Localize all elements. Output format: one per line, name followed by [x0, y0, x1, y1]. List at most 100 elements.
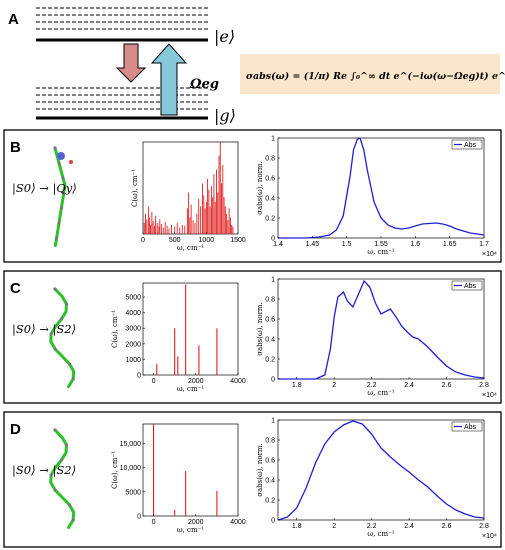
- absorption-chart: 1.8 2 2.2 2.4 2.6 2.8 0 0.2 0.4 0.6 0.8 1 ω, cm⁻¹ ×10…: [256, 277, 497, 400]
- x-tick-label: 4000: [230, 378, 246, 385]
- x-axis-multiplier: ×10⁴: [482, 533, 497, 540]
- atom-node: [71, 518, 75, 522]
- y-tick-label: 5000: [125, 489, 141, 496]
- legend-box: [451, 280, 483, 291]
- equation-box: [240, 54, 500, 94]
- atom-node: [55, 236, 59, 240]
- atom-node: [53, 347, 57, 351]
- spectral-density-chart: 0 500 1000 1500 ω, cm⁻¹ C(ω), cm⁻¹: [131, 141, 246, 252]
- x-axis-label: ω, cm⁻¹: [367, 389, 394, 397]
- transition-frequency-label: Ωeg: [189, 77, 219, 92]
- excited-state-label: |e⟩: [214, 27, 235, 46]
- y-axis-label: σabs(ω), norm.: [256, 302, 264, 356]
- x-tick-label: 1.5: [342, 241, 352, 248]
- spectral-density-chart: 0 2000 4000 0 1000 2000 3000 4000 5000 ω, cm⁻¹ C(ω…: [111, 282, 246, 393]
- chart-frame: [142, 423, 239, 517]
- x-tick-label: 1.6: [410, 241, 420, 248]
- spectral-density-chart: 0 2000 4000 0 5000 10,000 15,000 ω, cm⁻¹ C(ω), c…: [111, 423, 246, 534]
- y-tick-label: 0.4: [265, 478, 275, 485]
- panel-letter: C: [10, 280, 21, 297]
- ground-state-label: |g⟩: [214, 106, 236, 125]
- x-tick-label: 2.4: [404, 382, 414, 389]
- y-axis-label: σabs(ω), norm.: [256, 161, 264, 215]
- atom-node: [53, 146, 57, 150]
- x-tick-label: 0: [152, 378, 156, 385]
- x-tick-label: 2.2: [367, 382, 377, 389]
- x-tick-label: 1.65: [443, 241, 457, 248]
- absorption-line: [278, 279, 485, 380]
- x-tick-label: 500: [169, 237, 181, 244]
- atom-node: [61, 176, 65, 180]
- legend-label: Abs: [464, 142, 477, 149]
- panel-letter: D: [10, 421, 21, 438]
- x-tick-label: 2000: [188, 378, 204, 385]
- chart-frame: [142, 282, 239, 376]
- y-tick-label: 0.8: [265, 438, 275, 445]
- legend: Abs: [451, 139, 483, 150]
- metal-atom: [57, 152, 65, 160]
- absorption-line: [277, 420, 485, 521]
- atom-node: [59, 206, 64, 210]
- y-tick-label: 0.6: [265, 176, 275, 183]
- panel-letter: B: [10, 139, 21, 156]
- molecule-chain: [49, 287, 76, 388]
- y-tick-label: 0: [137, 373, 141, 380]
- x-tick-label: 2.8: [479, 523, 489, 530]
- x-axis-label: ω, cm⁻¹: [367, 248, 394, 256]
- energy-level-diagram: [36, 7, 208, 120]
- molecule-structure-image: [49, 428, 76, 529]
- legend-label: Abs: [464, 424, 477, 431]
- x-tick-label: 2.8: [479, 382, 489, 389]
- atom-node: [49, 332, 53, 336]
- x-tick-label: 1500: [230, 237, 246, 244]
- atom-node: [53, 287, 57, 291]
- x-tick-label: 2.6: [442, 523, 452, 530]
- absorption-arrow: [150, 43, 188, 116]
- panel-b: B |S0⟩ → |Qy⟩ 0 500 1000 1500 ω, cm⁻¹ C(ω), cm⁻…: [3, 129, 502, 263]
- atom-node: [62, 191, 66, 195]
- oxygen-atom: [69, 160, 73, 164]
- panel-c: C |S0⟩ → |S2⟩ 0 2000 4000 0 1000 2000 3000 4000 50…: [3, 270, 502, 404]
- x-axis-label: ω, cm⁻¹: [177, 244, 204, 252]
- y-tick-label: 1: [271, 418, 275, 425]
- atom-node: [57, 161, 61, 165]
- y-tick-label: 0: [271, 518, 275, 525]
- y-tick-label: 3000: [125, 326, 141, 333]
- x-tick-label: 1.55: [374, 241, 388, 248]
- y-tick-label: 4000: [125, 310, 141, 317]
- atom-node: [59, 317, 64, 321]
- chart-frame: [277, 419, 485, 521]
- y-tick-label: 1: [271, 136, 275, 143]
- x-tick-label: 4000: [230, 519, 246, 526]
- x-tick-label: 1.8: [292, 382, 302, 389]
- molecule-structure-image: [49, 287, 76, 388]
- panel-frame: [3, 129, 502, 263]
- panel-a-letter: A: [8, 11, 19, 28]
- atom-node: [59, 458, 64, 462]
- y-tick-label: 0.6: [265, 317, 275, 324]
- x-tick-label: 2000: [188, 519, 204, 526]
- atom-node: [57, 221, 61, 225]
- chart-frame: [142, 141, 239, 235]
- x-axis-label: ω, cm⁻¹: [367, 530, 394, 538]
- legend-box: [451, 421, 483, 432]
- x-tick-label: 1.7: [479, 241, 489, 248]
- atom-node: [64, 302, 69, 306]
- y-tick-label: 0: [271, 377, 275, 384]
- panel-frame: [3, 411, 502, 548]
- transition-label: |S0⟩ → |S2⟩: [12, 322, 76, 337]
- legend-label: Abs: [464, 283, 477, 290]
- panel-d: D |S0⟩ → |S2⟩ 0 2000 4000 0 5000 10,000 15,000 ω,…: [3, 411, 502, 548]
- y-axis-label: C(ω), cm⁻¹: [111, 451, 119, 489]
- y-tick-label: 0.2: [265, 498, 275, 505]
- emission-arrow: [115, 43, 147, 83]
- transition-label: |S0⟩ → |Qy⟩: [12, 181, 77, 196]
- x-tick-label: 0: [141, 237, 145, 244]
- x-tick-label: 2: [332, 523, 336, 530]
- x-tick-label: 2: [332, 382, 336, 389]
- molecule-chain: [49, 428, 76, 529]
- atom-node: [71, 377, 75, 381]
- y-axis-label: C(ω), cm⁻¹: [111, 310, 119, 348]
- x-axis-multiplier: ×10⁴: [482, 251, 497, 258]
- y-axis-label: C(ω), cm⁻¹: [131, 169, 139, 207]
